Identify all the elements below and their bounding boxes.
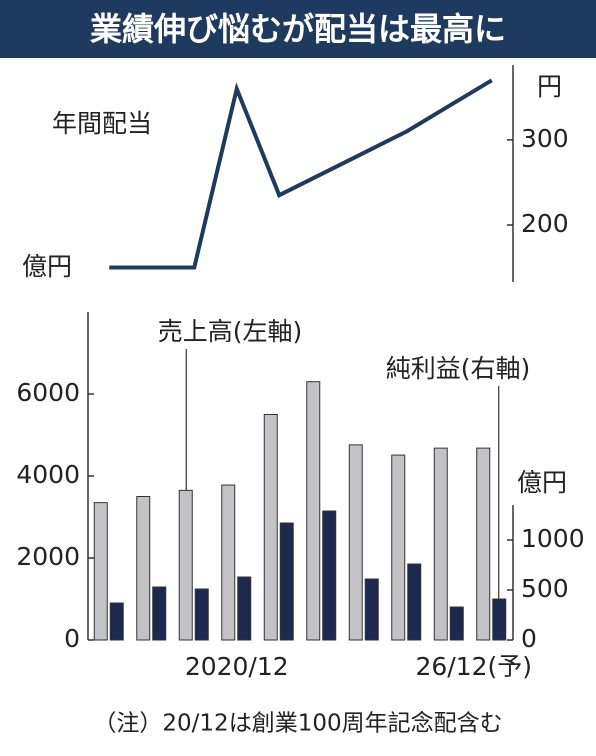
title-banner — [0, 0, 596, 58]
x-tick-label: 2020/12 — [185, 652, 289, 681]
bar — [237, 576, 252, 641]
series-label: 純利益(右軸) — [386, 354, 531, 383]
bar — [194, 588, 209, 641]
y-tick-label: 6000 — [16, 378, 80, 407]
y-unit: 億円 — [22, 252, 72, 281]
bar — [348, 444, 363, 641]
bar — [93, 502, 108, 641]
bar — [221, 484, 236, 641]
bar — [279, 522, 294, 641]
bar — [322, 510, 337, 641]
y-tick-label: 300 — [521, 124, 569, 153]
y-tick-label: 200 — [521, 209, 569, 238]
bar — [492, 598, 507, 641]
bar — [407, 563, 422, 641]
line — [109, 78, 493, 270]
footnote: （注）20/12は創業100周年記念配含む — [93, 711, 502, 737]
y2-tick-label: 500 — [521, 574, 569, 603]
bar — [178, 489, 193, 641]
bar — [263, 414, 278, 641]
series-label: 売上高(左軸) — [158, 317, 303, 346]
bar — [152, 586, 167, 641]
y2-unit: 億円 — [517, 468, 567, 497]
y-tick-label: 0 — [64, 624, 80, 653]
bar — [476, 447, 491, 641]
bar — [449, 606, 464, 641]
y2-tick-label: 0 — [521, 624, 537, 653]
y-unit: 円 — [537, 72, 562, 101]
x-tick-label: 26/12(予) — [415, 652, 532, 681]
series-label: 年間配当 — [52, 109, 152, 138]
bar — [306, 381, 321, 641]
bar — [391, 454, 406, 641]
bar — [364, 578, 379, 641]
y-tick-label: 2000 — [16, 542, 80, 571]
y2-tick-label: 1000 — [521, 524, 585, 553]
bar — [136, 496, 151, 641]
bar — [109, 602, 124, 641]
chart-title: 業績伸び悩むが配当は最高に — [90, 10, 506, 48]
bar — [433, 447, 448, 641]
y-tick-label: 4000 — [16, 460, 80, 489]
